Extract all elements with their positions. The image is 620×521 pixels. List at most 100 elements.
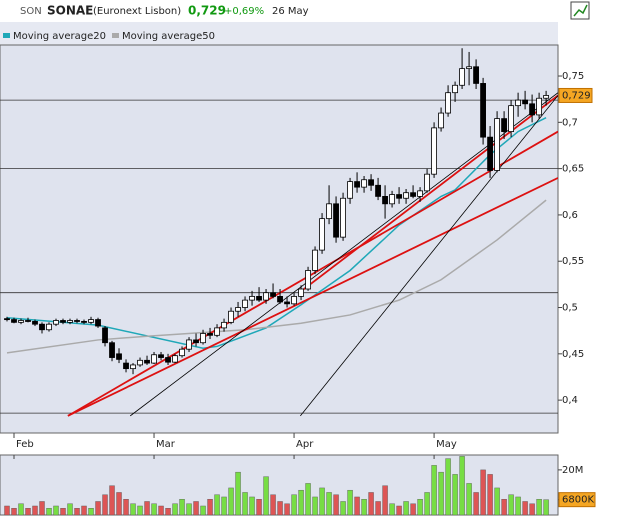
volume-bar	[158, 505, 164, 516]
candle-body	[88, 319, 94, 323]
candle-body	[60, 320, 66, 323]
volume-bar	[53, 505, 59, 516]
candle-body	[305, 270, 311, 290]
candle-body	[200, 333, 206, 344]
volume-bar	[459, 456, 465, 516]
candle-body	[32, 321, 38, 325]
volume-bar	[312, 496, 318, 516]
candle-body	[326, 203, 332, 220]
volume-bar	[4, 505, 10, 516]
candle-body	[417, 190, 423, 197]
candle-body	[319, 218, 325, 251]
last-price-box	[558, 87, 593, 103]
volume-bar	[417, 499, 423, 516]
candle-body	[137, 359, 143, 366]
volume-bar	[375, 501, 381, 516]
volume-bar	[368, 492, 374, 516]
candle-body	[515, 99, 521, 107]
volume-bar	[235, 471, 241, 516]
candle-body	[298, 288, 304, 297]
volume-bar	[95, 501, 101, 516]
candle-body	[445, 92, 451, 114]
stock-name: SONAE	[47, 4, 93, 18]
candle-body	[459, 68, 465, 86]
candle-body	[179, 348, 185, 357]
candle-body	[263, 292, 269, 301]
legend-swatch	[112, 33, 119, 38]
y-tick-label: 0,45	[562, 349, 584, 360]
candle-body	[389, 194, 395, 205]
candle-body	[354, 181, 360, 188]
volume-bar	[214, 494, 220, 516]
volume-bar	[529, 503, 535, 516]
candle-body	[46, 323, 52, 331]
trend-line	[67, 130, 558, 417]
candle-body	[116, 353, 122, 360]
volume-bar	[543, 499, 549, 516]
candle-body	[186, 339, 192, 350]
volume-bar	[228, 487, 234, 516]
volume-bar	[382, 485, 388, 516]
volume-bar	[361, 499, 367, 516]
volume-bar	[438, 471, 444, 516]
candle-body	[214, 327, 220, 336]
volume-bar	[389, 503, 395, 516]
candle-body	[501, 118, 507, 132]
volume-bar	[123, 499, 129, 516]
candle-body	[228, 310, 234, 323]
candle-body	[410, 192, 416, 197]
volume-bar	[403, 501, 409, 516]
trend-line	[300, 95, 558, 417]
volume-bar	[39, 501, 45, 516]
volume-bar	[473, 492, 479, 516]
candle-body	[347, 181, 353, 199]
candle-body	[102, 327, 108, 344]
volume-bar	[515, 496, 521, 516]
volume-bar	[67, 503, 73, 516]
chart-icon[interactable]	[570, 1, 590, 20]
volume-bar	[277, 501, 283, 516]
volume-bar	[193, 501, 199, 516]
candle-body	[522, 99, 528, 105]
candle-body	[508, 105, 514, 132]
candle-body	[438, 112, 444, 129]
volume-bar	[522, 501, 528, 516]
volume-bar	[130, 503, 136, 516]
candle-body	[536, 97, 542, 116]
candle-body	[25, 320, 31, 322]
volume-bar	[207, 499, 213, 516]
icon-line[interactable]	[573, 4, 588, 17]
candle-body	[473, 66, 479, 84]
candle-body	[242, 299, 248, 308]
volume-bar	[249, 496, 255, 516]
volume-bar	[256, 499, 262, 516]
last-price-label: 0,729	[562, 90, 591, 101]
candle-body	[207, 333, 213, 336]
exchange: (Euronext Lisbon)	[93, 6, 181, 17]
volume-bar	[305, 483, 311, 516]
volume-tick-label: 20M	[562, 465, 583, 476]
candle-body	[480, 83, 486, 138]
candle-body	[403, 192, 409, 199]
x-tick-label: Mar	[156, 439, 176, 450]
volume-bar	[508, 494, 514, 516]
trend-line	[129, 92, 558, 417]
volume-bar	[165, 508, 171, 516]
legend-label: Moving average50	[122, 31, 215, 42]
volume-bar	[340, 501, 346, 516]
moving-average	[6, 199, 547, 354]
y-tick-label: 0,65	[562, 164, 584, 175]
volume-bar	[536, 499, 542, 516]
volume-bar	[452, 474, 458, 516]
candle-body	[95, 319, 101, 327]
candle-body	[529, 103, 535, 116]
symbol: SON	[20, 6, 42, 17]
y-tick-label: 0,55	[562, 256, 584, 267]
x-tick-label: May	[436, 439, 457, 450]
legend-swatch	[3, 33, 10, 38]
trend-line	[299, 94, 558, 293]
volume-bar	[291, 494, 297, 516]
volume-bar	[298, 489, 304, 516]
y-tick-label: 0,75	[562, 71, 584, 82]
